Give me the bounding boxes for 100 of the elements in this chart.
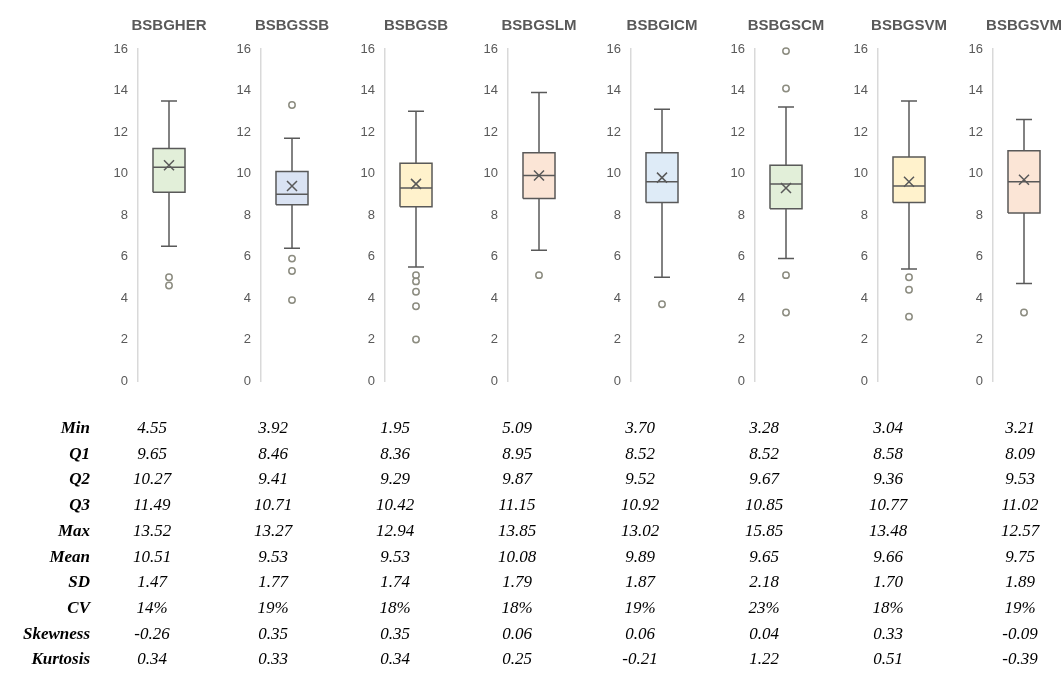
y-tick-label: 6	[490, 248, 498, 264]
x-tick-label: BSBGSVM	[986, 16, 1063, 34]
category-label: Min	[60, 418, 90, 437]
y-tick-label: 12	[853, 123, 868, 139]
text: 0.06	[625, 623, 655, 643]
text: 12.57	[1000, 520, 1040, 540]
text: 14%	[136, 597, 168, 617]
y-tick-label: 2	[613, 331, 622, 347]
text: 8.95	[502, 443, 532, 463]
y-tick-label: 12	[968, 123, 984, 139]
y-tick-label: 4	[975, 289, 984, 305]
y-tick-label: 16	[853, 40, 868, 56]
y-tick-label: 0	[613, 372, 622, 388]
category-label: SD	[68, 572, 90, 592]
text: 8.46	[258, 443, 288, 463]
text: 1.87	[625, 572, 655, 592]
text: 1.89	[1005, 572, 1035, 592]
y-tick-label: 10	[968, 165, 984, 181]
y-tick-label: 14	[113, 82, 128, 98]
text: 10.77	[868, 495, 908, 515]
text: 0.35	[380, 623, 410, 643]
text: 1.95	[380, 418, 410, 437]
y-tick-label: 10	[360, 165, 375, 181]
text: 3.92	[258, 418, 288, 437]
y-tick-label: 2	[860, 331, 868, 347]
text: 0.04	[749, 623, 779, 643]
category-label: Kurtosis	[31, 649, 90, 669]
text: 23%	[748, 597, 780, 617]
y-tick-label: 10	[606, 165, 622, 181]
text: 1.70	[873, 572, 903, 592]
text: 11.15	[498, 495, 536, 515]
x-tick-label: BSBGSSB	[255, 16, 330, 34]
text: 9.29	[380, 469, 410, 489]
y-tick-label: 4	[490, 289, 498, 305]
y-tick-label: 16	[968, 40, 984, 56]
text: 19%	[257, 597, 289, 617]
text: 0.51	[873, 649, 903, 669]
y-tick-label: 12	[483, 123, 498, 139]
y-tick-label: 14	[360, 82, 375, 98]
y-tick-label: 2	[244, 331, 252, 347]
y-tick-label: 12	[236, 123, 252, 139]
y-tick-label: 6	[613, 248, 622, 264]
y-tick-label: 12	[113, 123, 128, 139]
y-tick-label: 16	[113, 40, 128, 56]
y-tick-label: 0	[490, 372, 498, 388]
y-tick-label: 8	[737, 206, 745, 222]
x-tick-label: BSBGICM	[626, 16, 698, 34]
text: 1.79	[502, 572, 532, 592]
text: 10.42	[375, 495, 415, 515]
y-tick-label: 14	[606, 82, 622, 98]
category-label: Max	[57, 520, 90, 540]
y-tick-label: 4	[860, 289, 868, 305]
text: 9.53	[380, 546, 410, 566]
text: 9.67	[749, 469, 779, 489]
y-tick-label: 10	[113, 165, 128, 181]
text: 18%	[379, 597, 411, 617]
text: 13.48	[868, 520, 908, 540]
text: -0.09	[1002, 623, 1038, 643]
text: 19%	[624, 597, 656, 617]
text: 0.33	[873, 623, 903, 643]
y-tick-label: 6	[860, 248, 868, 264]
text: 13.27	[253, 520, 293, 540]
text: 8.09	[1005, 443, 1035, 463]
y-tick-label: 4	[613, 289, 622, 305]
y-tick-label: 2	[490, 331, 498, 347]
text: 13.52	[132, 520, 172, 540]
text: 9.53	[258, 546, 288, 566]
text: 8.36	[380, 443, 410, 463]
x-tick-label: BSBGSCM	[747, 16, 824, 34]
y-tick-label: 16	[483, 40, 498, 56]
text: 13.85	[497, 520, 537, 540]
y-tick-label: 16	[360, 40, 375, 56]
text: 9.65	[137, 443, 167, 463]
text: -0.21	[622, 649, 658, 669]
x-tick-label: BSBGHER	[131, 16, 207, 34]
y-tick-label: 6	[975, 248, 984, 264]
y-tick-label: 12	[360, 123, 375, 139]
category-label: CV	[67, 597, 90, 617]
y-tick-label: 6	[367, 248, 375, 264]
text: 18%	[872, 597, 904, 617]
y-tick-label: 0	[860, 372, 868, 388]
text: 5.09	[502, 418, 532, 437]
y-tick-label: 10	[236, 165, 252, 181]
text: 9.65	[749, 546, 779, 566]
y-tick-label: 0	[244, 372, 252, 388]
category-label: Skewness	[22, 623, 90, 643]
text: 8.52	[749, 443, 779, 463]
text: 1.47	[137, 572, 167, 592]
text: 9.41	[258, 469, 288, 489]
text: 9.89	[625, 546, 655, 566]
text: 15.85	[744, 520, 784, 540]
y-tick-label: 14	[730, 82, 745, 98]
y-tick-label: 0	[367, 372, 375, 388]
text: 10.51	[132, 546, 172, 566]
text: 1.22	[749, 649, 779, 669]
text: 10.71	[253, 495, 293, 515]
text: 2.18	[749, 572, 779, 592]
text: 4.55	[137, 418, 167, 437]
y-tick-label: 6	[244, 248, 252, 264]
text: 9.75	[1005, 546, 1035, 566]
